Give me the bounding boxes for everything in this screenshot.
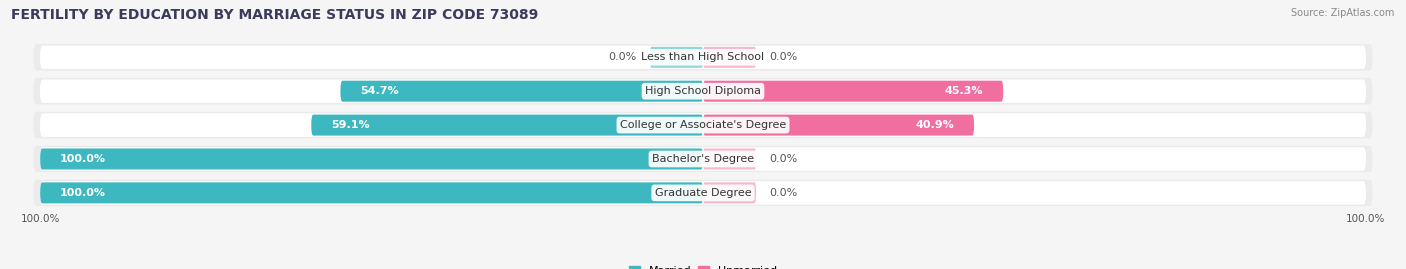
Text: 100.0%: 100.0% bbox=[60, 154, 105, 164]
Text: FERTILITY BY EDUCATION BY MARRIAGE STATUS IN ZIP CODE 73089: FERTILITY BY EDUCATION BY MARRIAGE STATU… bbox=[11, 8, 538, 22]
FancyBboxPatch shape bbox=[703, 47, 756, 68]
Text: College or Associate's Degree: College or Associate's Degree bbox=[620, 120, 786, 130]
Text: 40.9%: 40.9% bbox=[915, 120, 955, 130]
Text: Less than High School: Less than High School bbox=[641, 52, 765, 62]
FancyBboxPatch shape bbox=[41, 80, 1365, 103]
FancyBboxPatch shape bbox=[41, 46, 1365, 69]
FancyBboxPatch shape bbox=[34, 112, 1372, 138]
Text: Graduate Degree: Graduate Degree bbox=[655, 188, 751, 198]
FancyBboxPatch shape bbox=[703, 115, 974, 136]
FancyBboxPatch shape bbox=[41, 147, 1365, 171]
FancyBboxPatch shape bbox=[41, 46, 1365, 69]
FancyBboxPatch shape bbox=[703, 182, 756, 203]
Legend: Married, Unmarried: Married, Unmarried bbox=[624, 261, 782, 269]
Text: 0.0%: 0.0% bbox=[769, 154, 797, 164]
FancyBboxPatch shape bbox=[34, 146, 1372, 172]
Text: 0.0%: 0.0% bbox=[769, 188, 797, 198]
Text: 0.0%: 0.0% bbox=[609, 52, 637, 62]
Text: High School Diploma: High School Diploma bbox=[645, 86, 761, 96]
Text: 100.0%: 100.0% bbox=[60, 188, 105, 198]
FancyBboxPatch shape bbox=[703, 81, 1004, 102]
FancyBboxPatch shape bbox=[41, 182, 703, 203]
Text: Source: ZipAtlas.com: Source: ZipAtlas.com bbox=[1291, 8, 1395, 18]
Text: 45.3%: 45.3% bbox=[945, 86, 983, 96]
FancyBboxPatch shape bbox=[311, 115, 703, 136]
FancyBboxPatch shape bbox=[34, 44, 1372, 70]
FancyBboxPatch shape bbox=[41, 114, 1365, 137]
FancyBboxPatch shape bbox=[34, 78, 1372, 104]
FancyBboxPatch shape bbox=[650, 47, 703, 68]
Text: 54.7%: 54.7% bbox=[360, 86, 399, 96]
FancyBboxPatch shape bbox=[34, 180, 1372, 206]
Text: 0.0%: 0.0% bbox=[769, 52, 797, 62]
FancyBboxPatch shape bbox=[41, 148, 703, 169]
FancyBboxPatch shape bbox=[41, 181, 1365, 204]
FancyBboxPatch shape bbox=[41, 80, 1365, 103]
FancyBboxPatch shape bbox=[41, 114, 1365, 137]
FancyBboxPatch shape bbox=[41, 181, 1365, 204]
FancyBboxPatch shape bbox=[340, 81, 703, 102]
Text: Bachelor's Degree: Bachelor's Degree bbox=[652, 154, 754, 164]
FancyBboxPatch shape bbox=[703, 148, 756, 169]
Text: 59.1%: 59.1% bbox=[332, 120, 370, 130]
FancyBboxPatch shape bbox=[41, 147, 1365, 171]
